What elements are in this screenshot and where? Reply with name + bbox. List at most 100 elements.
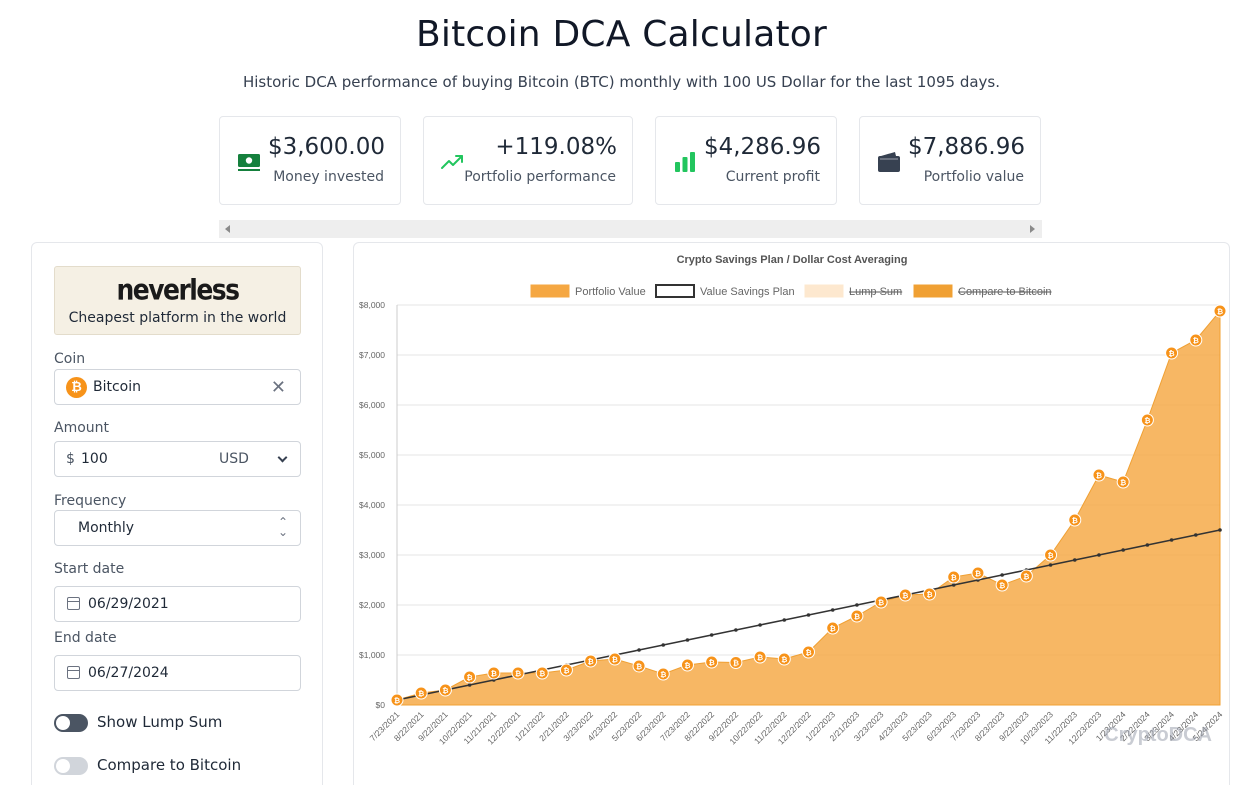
bitcoin-icon: ₿ <box>515 669 521 678</box>
portfolio-value-point <box>1044 548 1058 562</box>
clear-icon[interactable]: ✕ <box>270 377 286 398</box>
y-tick-label: $5,000 <box>359 450 385 460</box>
savings-plan-point <box>758 623 762 627</box>
bitcoin-icon: ₿ <box>926 590 932 599</box>
portfolio-value-point <box>632 659 646 673</box>
scroll-left-icon[interactable] <box>225 225 230 233</box>
portfolio-value-point <box>947 570 961 584</box>
savings-plan-point <box>685 638 690 642</box>
savings-plan-point <box>1048 563 1053 567</box>
savings-plan-point <box>467 683 472 687</box>
savings-plan-point <box>709 633 714 637</box>
promo-banner[interactable]: neverless Cheapest platform in the world <box>54 266 301 335</box>
end-date-label: End date <box>54 630 117 646</box>
y-tick-label: $2,000 <box>359 600 385 610</box>
portfolio-value-point <box>923 587 937 601</box>
savings-plan-point <box>1097 553 1101 557</box>
start-date-value: 06/29/2021 <box>88 596 169 612</box>
portfolio-value-point <box>584 654 598 668</box>
bitcoin-icon: ₿ <box>66 377 87 398</box>
portfolio-value-point <box>874 595 888 609</box>
stat-label: Portfolio value <box>923 169 1024 185</box>
start-date-input[interactable]: 06/29/2021 <box>54 586 301 622</box>
legend-swatch <box>655 284 695 298</box>
bitcoin-icon: ₿ <box>1120 478 1126 487</box>
coin-select[interactable]: ₿ Bitcoin ✕ <box>54 369 301 405</box>
compare-bitcoin-toggle[interactable] <box>54 757 88 775</box>
portfolio-value-point <box>1092 468 1106 482</box>
chart-title: Crypto Savings Plan / Dollar Cost Averag… <box>677 254 908 266</box>
amount-label: Amount <box>54 420 110 436</box>
y-tick-label: $1,000 <box>359 650 385 660</box>
stat-card-money-invested: $3,600.00 Money invested <box>219 116 401 205</box>
chevron-down-icon[interactable] <box>277 452 288 463</box>
stat-value: $7,886.96 <box>907 134 1025 160</box>
bitcoin-icon: ₿ <box>830 624 836 633</box>
bitcoin-icon: ₿ <box>709 658 715 667</box>
bitcoin-icon: ₿ <box>1023 572 1029 581</box>
bitcoin-icon: ₿ <box>660 670 666 679</box>
bitcoin-icon: ₿ <box>902 591 908 600</box>
bitcoin-icon: ₿ <box>418 689 424 698</box>
dca-chart[interactable]: Crypto Savings Plan / Dollar Cost Averag… <box>354 243 1231 785</box>
portfolio-value-point <box>608 652 622 666</box>
portfolio-value-point <box>729 656 743 669</box>
bitcoin-icon: ₿ <box>781 655 787 664</box>
portfolio-value-point <box>1165 346 1179 360</box>
portfolio-value-point <box>559 663 573 677</box>
scroll-right-icon[interactable] <box>1030 225 1035 233</box>
savings-plan-point <box>951 583 956 587</box>
bitcoin-icon: ₿ <box>999 581 1005 590</box>
bitcoin-icon: ₿ <box>1047 551 1053 560</box>
savings-plan-point <box>734 628 738 632</box>
bitcoin-icon: ₿ <box>563 666 569 675</box>
chart-panel: Crypto Savings Plan / Dollar Cost Averag… <box>353 242 1230 785</box>
amount-input[interactable]: $ 100 USD <box>54 441 301 477</box>
currency-select[interactable]: USD <box>219 451 249 467</box>
legend-swatch <box>913 284 953 298</box>
y-tick-label: $8,000 <box>359 300 385 310</box>
portfolio-value-point <box>1068 513 1082 527</box>
lump-sum-toggle[interactable] <box>54 714 88 732</box>
bitcoin-icon: ₿ <box>951 573 957 582</box>
settings-panel: neverless Cheapest platform in the world… <box>31 242 323 785</box>
legend-swatch <box>804 284 844 298</box>
frequency-select[interactable]: Monthly ⌃ ⌄ <box>54 510 301 546</box>
bar-chart-icon <box>675 152 695 172</box>
savings-plan-point <box>806 613 811 617</box>
money-icon <box>238 154 260 171</box>
portfolio-value-point <box>826 621 840 635</box>
promo-tagline: Cheapest platform in the world <box>68 310 287 326</box>
end-date-value: 06/27/2024 <box>88 665 169 681</box>
horizontal-scrollbar[interactable] <box>219 220 1042 238</box>
chart-watermark: CryptoDCA <box>1104 724 1212 746</box>
calendar-icon <box>67 597 80 610</box>
portfolio-value-point <box>1019 569 1033 583</box>
portfolio-value-point <box>802 645 815 659</box>
stats-row: $3,600.00 Money invested +119.08% Portfo… <box>219 116 1042 205</box>
bitcoin-icon: ₿ <box>1169 349 1175 358</box>
portfolio-value-point <box>1213 304 1227 318</box>
amount-value[interactable]: 100 <box>81 451 108 467</box>
bitcoin-icon: ₿ <box>1096 471 1102 480</box>
wallet-icon <box>878 152 900 172</box>
bitcoin-icon: ₿ <box>636 662 642 671</box>
legend-label: Lump Sum <box>849 286 902 298</box>
stat-card-current-profit: $4,286.96 Current profit <box>655 116 837 205</box>
portfolio-value-point <box>487 666 501 680</box>
lump-sum-label: Show Lump Sum <box>97 713 223 731</box>
bitcoin-icon: ₿ <box>588 657 594 666</box>
y-tick-label: $3,000 <box>359 550 385 560</box>
frequency-value: Monthly <box>78 520 135 536</box>
frequency-label: Frequency <box>54 493 127 509</box>
y-tick-label: $0 <box>376 700 386 710</box>
stat-value: $4,286.96 <box>703 134 821 160</box>
amount-currency-symbol: $ <box>66 451 75 467</box>
end-date-input[interactable]: 06/27/2024 <box>54 655 301 691</box>
portfolio-value-point <box>995 578 1009 592</box>
savings-plan-point <box>1218 528 1222 532</box>
bitcoin-icon: ₿ <box>757 653 763 662</box>
portfolio-value-point <box>1116 475 1130 489</box>
bitcoin-icon: ₿ <box>805 648 811 657</box>
portfolio-value-point <box>438 683 452 697</box>
